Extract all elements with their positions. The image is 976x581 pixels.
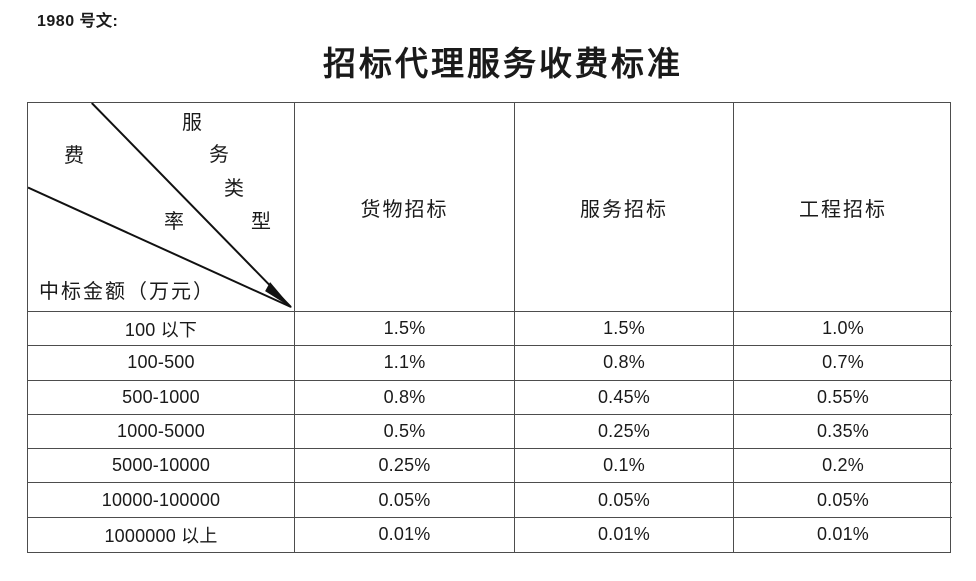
table-corner-cell: 服 务 类 型 费 率 中标金额（万元） (28, 103, 295, 312)
row-label: 100 以下 (28, 312, 295, 347)
column-header-engineering: 工程招标 (734, 103, 952, 312)
fee-standard-table: 服 务 类 型 费 率 中标金额（万元） 货物招标 服务招标 工程招标 100 … (27, 102, 952, 553)
corner-service-type-char: 服 (182, 112, 202, 134)
diagonal-divider-lines (28, 103, 293, 309)
rate-engineering: 0.01% (816, 524, 870, 545)
rate-engineering: 0.55% (734, 381, 952, 415)
rate-goods: 1.1% (295, 346, 515, 381)
corner-service-type-char: 型 (251, 211, 271, 233)
rate-engineering: 1.0% (734, 312, 952, 347)
corner-amount-label: 中标金额（万元） (39, 281, 215, 303)
rate-services: 1.5% (515, 312, 734, 347)
row-label: 5000-10000 (28, 449, 295, 484)
rate-services: 0.05% (515, 483, 734, 518)
row-label: 500-1000 (28, 380, 295, 415)
rate-goods: 1.5% (295, 312, 515, 347)
column-header-services: 服务招标 (515, 103, 734, 312)
rate-goods: 0.05% (295, 483, 515, 518)
corner-service-type-char: 类 (224, 178, 244, 200)
rate-engineering: 0.35% (734, 415, 952, 450)
page-title: 招标代理服务收费标准 (323, 47, 683, 83)
corner-service-type-char: 务 (209, 144, 229, 166)
row-label: 10000-100000 (28, 483, 295, 518)
rate-goods: 0.01% (295, 517, 515, 552)
rate-services: 0.01% (515, 517, 734, 552)
doc-number-label: 1980 号文: (37, 13, 119, 30)
rate-goods: 0.8% (295, 380, 515, 415)
rate-services: 0.45% (515, 380, 734, 415)
row-label: 1000000 以上 (28, 517, 295, 552)
rate-services: 0.8% (515, 346, 734, 381)
rate-goods: 0.25% (295, 449, 515, 484)
rate-services: 0.25% (515, 414, 734, 450)
corner-fee-rate-char: 率 (164, 211, 184, 233)
rate-goods: 0.5% (295, 414, 515, 450)
row-label: 1000-5000 (28, 414, 295, 450)
rate-engineering: 0.7% (734, 346, 952, 381)
rate-engineering: 0.05% (734, 483, 952, 518)
corner-fee-rate-char: 费 (64, 145, 84, 167)
row-label: 100-500 (28, 346, 295, 381)
rate-engineering: 0.2% (734, 449, 952, 484)
column-header-goods: 货物招标 (295, 103, 515, 312)
rate-services: 0.1% (515, 449, 734, 484)
